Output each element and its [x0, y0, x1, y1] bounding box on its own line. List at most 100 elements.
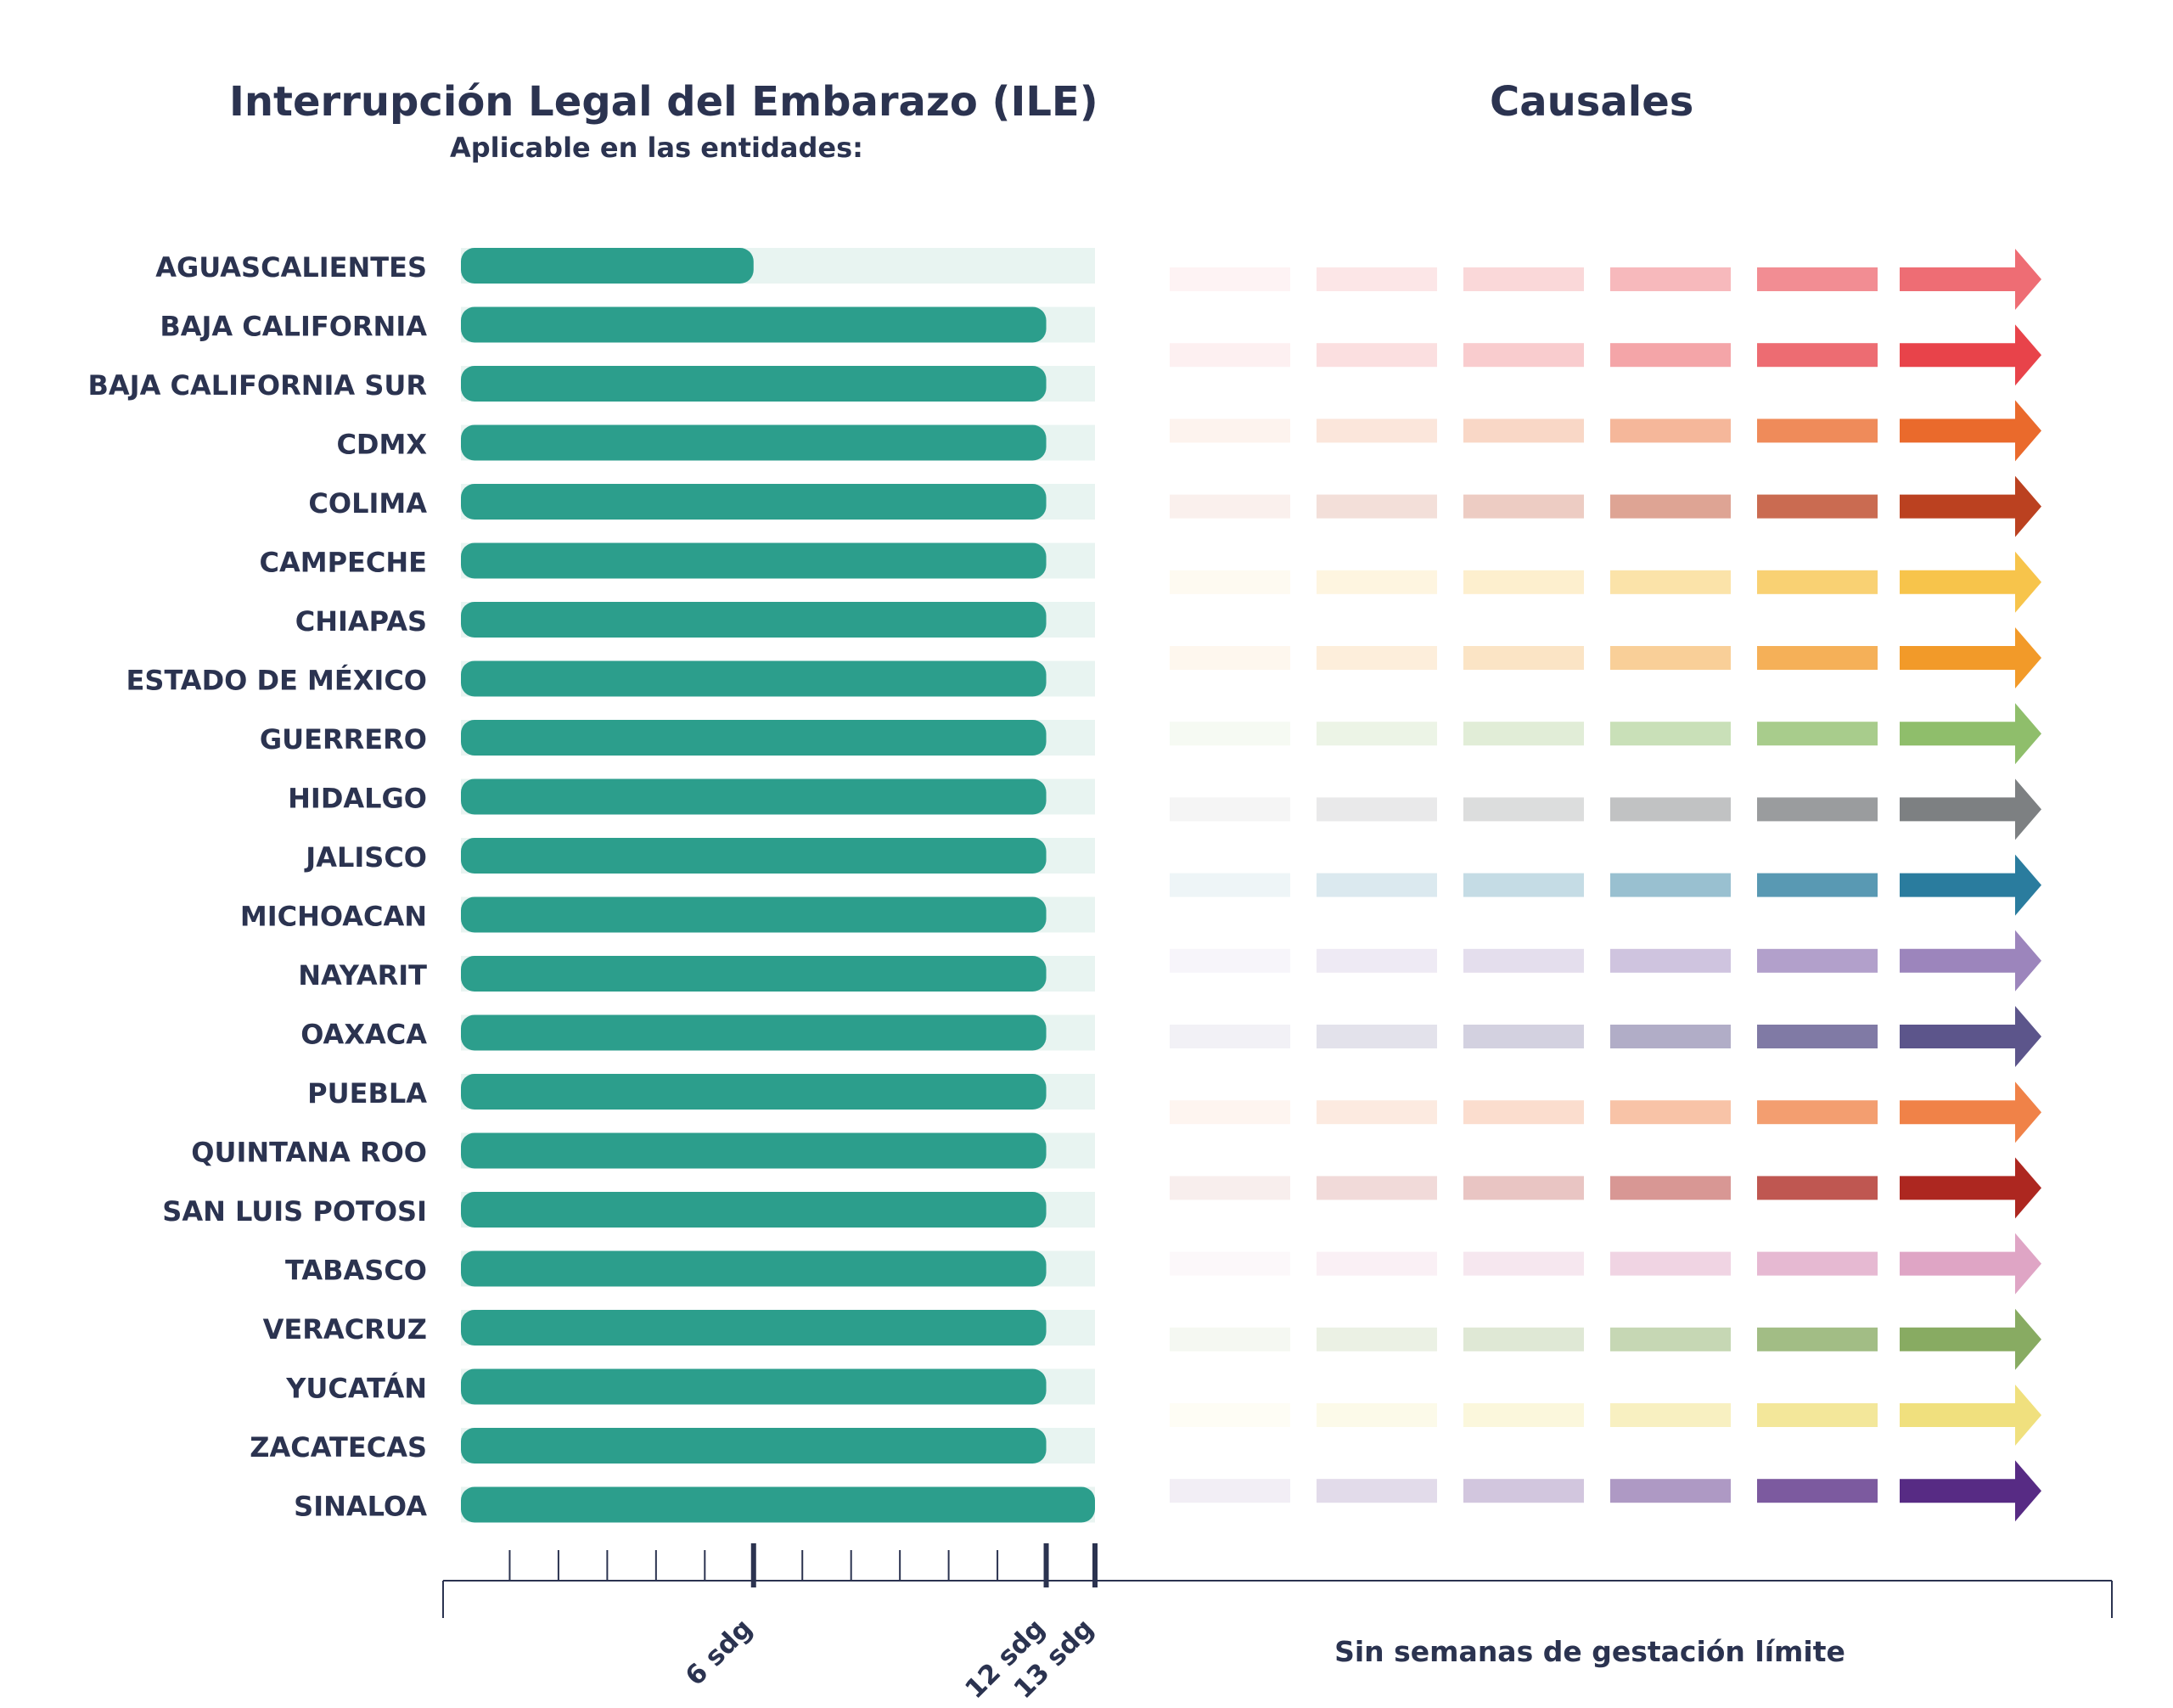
causal-segment — [1757, 494, 1878, 519]
causal-segment — [1463, 570, 1584, 594]
causal-segment — [1463, 1176, 1584, 1200]
row-label: YUCATÁN — [285, 1373, 427, 1405]
causal-segment — [1610, 1025, 1731, 1048]
causal-arrow — [1900, 475, 2041, 537]
causal-segment — [1757, 419, 1878, 443]
causal-segment — [1757, 722, 1878, 746]
causal-segment — [1757, 1479, 1878, 1503]
row-label: ZACATECAS — [250, 1431, 427, 1464]
causal-segment — [1170, 646, 1290, 670]
causal-arrow — [1900, 400, 2041, 462]
causal-segment — [1757, 343, 1878, 368]
row-label: NAYARIT — [298, 959, 427, 992]
causal-segment — [1317, 797, 1437, 822]
causal-segment — [1610, 1176, 1731, 1200]
row-label: TABASCO — [285, 1255, 427, 1287]
bar — [461, 248, 754, 284]
causal-segment — [1757, 1100, 1878, 1125]
causal-segment — [1463, 948, 1584, 973]
causal-arrow — [1900, 1460, 2041, 1522]
bar — [461, 1014, 1047, 1051]
causal-segment — [1610, 722, 1731, 746]
causal-segment — [1757, 1025, 1878, 1048]
causal-segment — [1610, 948, 1731, 973]
causal-segment — [1610, 419, 1731, 443]
row-label: SAN LUIS POTOSI — [162, 1195, 427, 1228]
causal-arrow — [1900, 930, 2041, 992]
row-label: SINALOA — [294, 1491, 427, 1523]
bar — [461, 602, 1047, 638]
causal-segment — [1170, 873, 1290, 897]
bar — [461, 1368, 1047, 1405]
row-label: BAJA CALIFORNIA — [160, 311, 427, 343]
causal-arrow — [1900, 1082, 2041, 1143]
causal-segment — [1463, 722, 1584, 746]
causal-segment — [1610, 646, 1731, 670]
row-label: QUINTANA ROO — [191, 1137, 427, 1169]
causal-segment — [1317, 1327, 1437, 1351]
causal-segment — [1463, 343, 1584, 368]
causal-segment — [1317, 570, 1437, 594]
bar — [461, 1192, 1047, 1228]
causal-arrow — [1900, 1233, 2041, 1295]
causal-segment — [1610, 1479, 1731, 1503]
causal-segment — [1610, 494, 1731, 519]
causal-segment — [1170, 267, 1290, 291]
causal-segment — [1317, 1251, 1437, 1276]
causal-arrow — [1900, 324, 2041, 386]
row-label: VERACRUZ — [263, 1313, 427, 1346]
causal-segment — [1610, 1100, 1731, 1125]
causal-segment — [1317, 494, 1437, 519]
causal-segment — [1317, 419, 1437, 443]
causal-segment — [1757, 1327, 1878, 1351]
causal-segment — [1170, 1403, 1290, 1427]
causal-segment — [1757, 797, 1878, 822]
causal-segment — [1170, 343, 1290, 368]
row-label: JALISCO — [304, 841, 427, 874]
x-axis-label: Sin semanas de gestación límite — [1334, 1635, 1845, 1668]
causal-segment — [1463, 1403, 1584, 1427]
causal-segment — [1317, 343, 1437, 368]
causal-segment — [1757, 570, 1878, 594]
row-label: COLIMA — [308, 487, 427, 520]
causal-segment — [1757, 1251, 1878, 1276]
row-label: CHIAPAS — [295, 605, 427, 638]
causal-segment — [1317, 1479, 1437, 1503]
bar — [461, 1132, 1047, 1169]
causal-segment — [1170, 1100, 1290, 1125]
row-label: CDMX — [336, 429, 427, 461]
causal-segment — [1463, 646, 1584, 670]
tick-label: 6 sdg — [680, 1613, 759, 1692]
causal-arrow — [1900, 1385, 2041, 1446]
causal-segment — [1757, 873, 1878, 897]
causal-segment — [1170, 570, 1290, 594]
causal-arrow — [1900, 778, 2041, 840]
causal-segment — [1463, 494, 1584, 519]
row-label: GUERRERO — [260, 723, 427, 756]
bar — [461, 720, 1047, 756]
causal-segment — [1610, 1251, 1731, 1276]
causales-title: Causales — [1490, 78, 1694, 126]
causal-segment — [1317, 1176, 1437, 1200]
causal-segment — [1170, 797, 1290, 822]
causal-segment — [1757, 646, 1878, 670]
bar — [461, 542, 1047, 579]
causal-segment — [1757, 1403, 1878, 1427]
causal-segment — [1757, 1176, 1878, 1200]
causal-segment — [1463, 267, 1584, 291]
row-label: BAJA CALIFORNIA SUR — [88, 369, 427, 402]
chart-subtitle: Aplicable en las entidades: — [450, 132, 863, 164]
bar — [461, 1250, 1047, 1287]
causal-segment — [1610, 267, 1731, 291]
causal-segment — [1317, 646, 1437, 670]
bar — [461, 1428, 1047, 1464]
chart-title: Interrupción Legal del Embarazo (ILE) — [229, 78, 1098, 126]
causal-segment — [1170, 1251, 1290, 1276]
causal-segment — [1610, 1327, 1731, 1351]
row-label: HIDALGO — [288, 783, 427, 815]
bar — [461, 1486, 1095, 1523]
causal-segment — [1170, 948, 1290, 973]
causal-segment — [1170, 1025, 1290, 1048]
causal-segment — [1317, 1025, 1437, 1048]
